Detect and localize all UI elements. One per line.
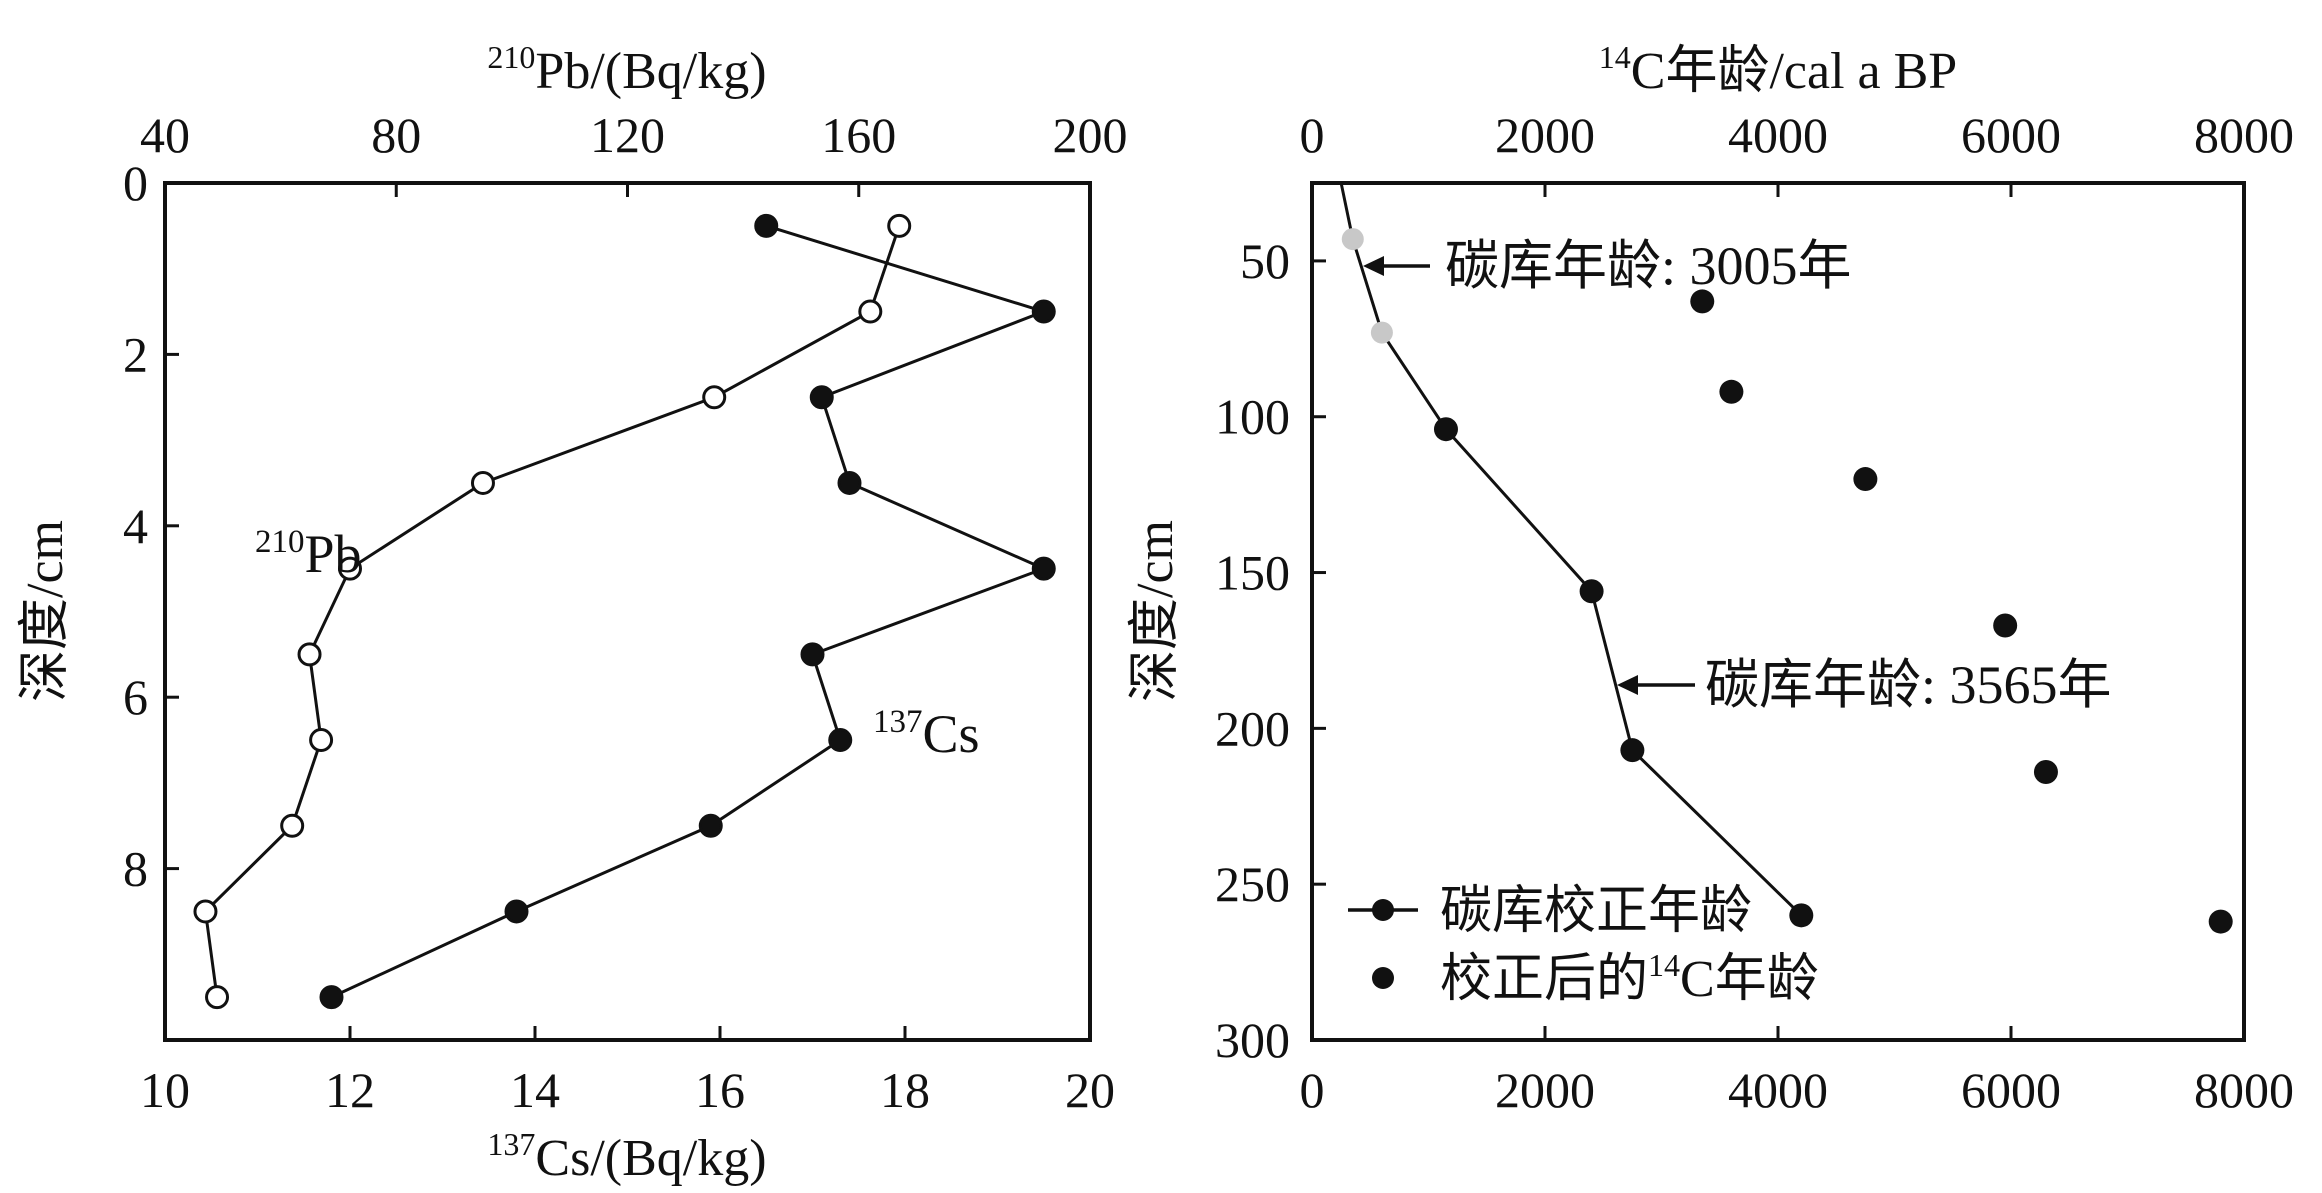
corrected-age-point (1579, 579, 1604, 604)
y-tick-label: 8 (123, 841, 148, 897)
bottom-tick-label: 16 (695, 1062, 745, 1118)
y-tick-label: 300 (1215, 1012, 1290, 1068)
c14-age-point (1719, 379, 1744, 404)
annotation-text-2: 碳库年龄: 3565年 (1705, 655, 2112, 715)
cs137-point (754, 213, 779, 238)
corrected-age-point (1433, 417, 1458, 442)
left-y-axis-title: 深度/cm (17, 520, 74, 702)
left-series (193, 213, 1056, 1010)
cs137-point (837, 470, 862, 495)
left-top-axis-ticks: 40 80 120 160 200 (140, 107, 1128, 197)
pb210-point (338, 556, 362, 581)
legend-label-corrected: 碳库校正年龄 (1440, 883, 1752, 940)
c14-age-point (1690, 289, 1715, 314)
right-bottom-axis-ticks: 0 2000 4000 6000 8000 (1300, 1026, 2294, 1118)
pb210-point (193, 899, 218, 924)
y-tick-label: 150 (1215, 545, 1290, 601)
pb210-point (309, 728, 334, 753)
annotation-text-1: 碳库年龄: 3005年 (1445, 236, 1852, 296)
cs137-point (698, 813, 723, 838)
right-chart-panel: 0 2000 4000 6000 8000 0 2000 4000 6000 8000 50 10… (1127, 39, 2294, 1118)
bottom-tick-label: 0 (1300, 1062, 1325, 1118)
cs137-line (330, 224, 1049, 999)
y-tick-label: 4 (123, 498, 148, 554)
left-bottom-axis-title: 137Cs/(Bq/kg) (487, 1126, 766, 1187)
c14-age-point (2033, 759, 2058, 784)
cs137-point (828, 728, 853, 753)
reservoir-age-annotation-2: 碳库年龄: 3565年 (1617, 655, 2112, 715)
corrected-age-point (1789, 903, 1814, 928)
left-top-axis-title: 210Pb/(Bq/kg) (487, 39, 766, 100)
bottom-tick-label: 18 (880, 1062, 930, 1118)
bottom-tick-label: 10 (140, 1062, 190, 1118)
cs137-point (809, 385, 834, 410)
y-tick-label: 6 (123, 669, 148, 725)
upper-age-line (1339, 182, 1448, 431)
right-top-axis-ticks: 0 2000 4000 6000 8000 (1300, 107, 2294, 197)
top-tick-label: 160 (821, 107, 896, 163)
cs137-point (800, 642, 825, 667)
pb210-point (858, 299, 883, 324)
right-top-axis-title: 14C年龄/cal a BP (1599, 39, 1957, 100)
bottom-tick-label: 4000 (1728, 1062, 1828, 1118)
left-y-axis-ticks: 0 2 4 6 8 (123, 155, 179, 897)
y-tick-label: 50 (1240, 233, 1290, 289)
bottom-tick-label: 20 (1065, 1062, 1115, 1118)
cs137-point (1031, 299, 1056, 324)
top-tick-label: 120 (590, 107, 665, 163)
pb210-point (470, 470, 495, 495)
left-chart-panel: 40 80 120 160 200 10 12 14 16 18 20 0 2 4 6 8 210Pb/(… (17, 39, 1128, 1187)
top-tick-label: 8000 (2194, 107, 2294, 163)
gray-age-point (1370, 321, 1393, 344)
legend-marker-c14 (1372, 967, 1394, 989)
corrected-age-line (1444, 428, 1803, 917)
c14-age-point (1853, 467, 1878, 492)
pb210-series-label: 210Pb (255, 524, 362, 584)
y-tick-label: 200 (1215, 700, 1290, 756)
y-tick-label: 100 (1215, 389, 1290, 445)
corrected-age-point (1620, 738, 1645, 763)
reservoir-age-annotation-1: 碳库年龄: 3005年 (1363, 236, 1852, 296)
annotation-arrowhead-2 (1617, 675, 1638, 695)
top-tick-label: 2000 (1495, 107, 1595, 163)
legend-label-c14: 校正后的14C年龄 (1440, 947, 1819, 1008)
bottom-tick-label: 14 (510, 1062, 560, 1118)
pb210-point (280, 813, 305, 838)
annotation-arrowhead-1 (1363, 256, 1384, 276)
top-tick-label: 4000 (1728, 107, 1828, 163)
top-tick-label: 40 (140, 107, 190, 163)
cs137-series-label: 137Cs (873, 704, 980, 764)
bottom-tick-label: 12 (325, 1062, 375, 1118)
left-plot-frame (163, 181, 1092, 1042)
legend-marker-corrected (1372, 899, 1394, 921)
c14-age-point (1993, 613, 2018, 638)
pb210-point (887, 213, 912, 238)
bottom-tick-label: 8000 (2194, 1062, 2294, 1118)
top-tick-label: 80 (371, 107, 421, 163)
top-tick-label: 6000 (1961, 107, 2061, 163)
right-y-axis-ticks: 50 100 150 200 250 300 (1215, 233, 1326, 1068)
bottom-tick-label: 6000 (1961, 1062, 2061, 1118)
top-tick-label: 200 (1053, 107, 1128, 163)
c14-age-point (2208, 909, 2233, 934)
cs137-point (1031, 556, 1056, 581)
pb210-point (702, 385, 727, 410)
y-tick-label: 250 (1215, 856, 1290, 912)
cs137-point (319, 985, 344, 1010)
left-bottom-axis-ticks: 10 12 14 16 18 20 (140, 1026, 1115, 1118)
pb210-line (203, 225, 901, 998)
gray-age-point (1341, 228, 1364, 251)
y-tick-label: 2 (123, 326, 148, 382)
right-legend: 碳库校正年龄 校正后的14C年龄 (1348, 883, 1819, 1008)
right-series (1339, 182, 2233, 934)
cs137-point (504, 899, 529, 924)
y-tick-label: 0 (123, 155, 148, 211)
right-y-axis-title: 深度/cm (1127, 520, 1184, 702)
bottom-tick-label: 2000 (1495, 1062, 1595, 1118)
pb210-point (205, 985, 230, 1010)
top-tick-label: 0 (1300, 107, 1325, 163)
pb210-point (297, 642, 322, 667)
